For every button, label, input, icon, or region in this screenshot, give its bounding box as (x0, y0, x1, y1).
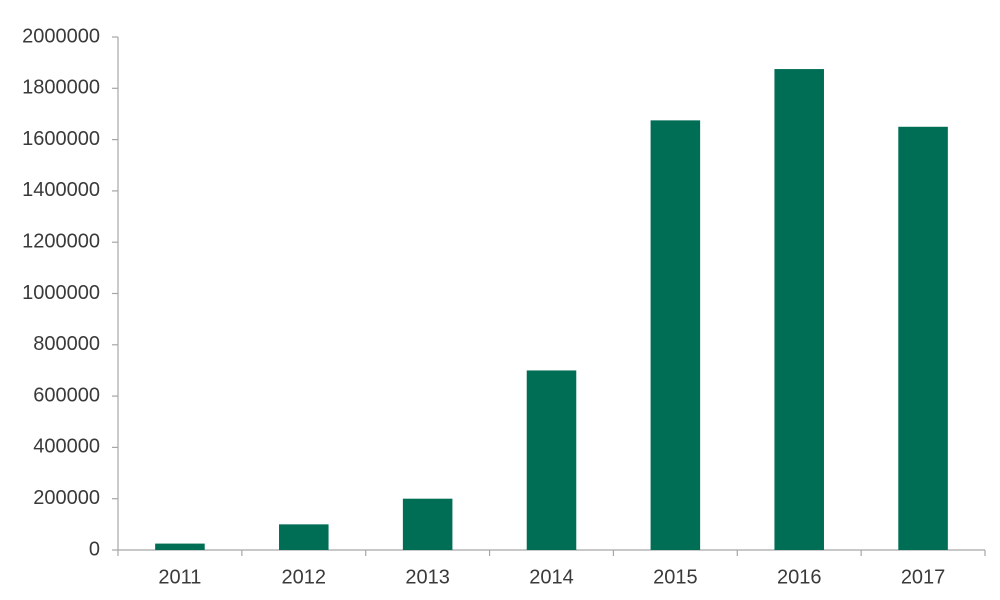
y-tick-label: 0 (89, 538, 100, 560)
bar (898, 126, 948, 551)
x-tick-label: 2017 (901, 566, 946, 588)
y-tick-label: 200000 (33, 487, 100, 509)
y-tick-label: 1600000 (22, 128, 100, 150)
bar (402, 498, 453, 550)
x-tick-label: 2011 (158, 566, 201, 588)
y-tick-label: 1000000 (22, 282, 100, 304)
y-tick-label: 2000000 (22, 25, 100, 47)
y-tick-label: 1800000 (22, 77, 100, 99)
bar (526, 370, 577, 550)
x-tick-label: 2013 (405, 566, 450, 588)
x-tick-label: 2014 (529, 566, 574, 588)
bar (155, 543, 205, 550)
bar (279, 524, 329, 550)
bar (774, 69, 824, 550)
x-tick-label: 2016 (777, 566, 822, 588)
y-tick-label: 400000 (33, 436, 100, 458)
bar (650, 120, 701, 551)
x-tick-label: 2012 (282, 566, 327, 588)
y-tick-label: 800000 (33, 333, 100, 355)
x-tick-label: 2015 (653, 566, 698, 588)
y-tick-label: 1200000 (22, 230, 100, 252)
y-tick-label: 1400000 (22, 179, 100, 201)
y-tick-label: 600000 (33, 384, 100, 406)
